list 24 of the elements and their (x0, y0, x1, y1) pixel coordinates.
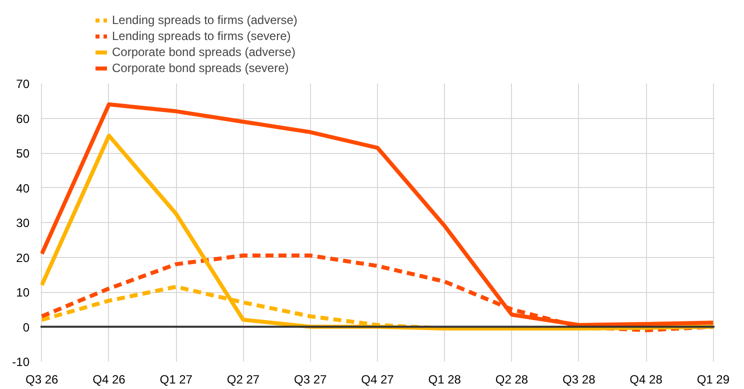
y-tick-label: 70 (16, 77, 30, 91)
legend-label: Corporate bond spreads (severe) (112, 61, 289, 75)
x-tick-label: Q2 27 (226, 372, 260, 386)
legend-label: Lending spreads to firms (severe) (112, 29, 291, 43)
x-tick-label: Q1 28 (428, 372, 462, 386)
y-tick-label: 10 (16, 286, 30, 300)
y-tick-label: 50 (16, 146, 30, 160)
x-tick-label: Q2 28 (495, 372, 528, 386)
y-tick-label: -10 (12, 355, 30, 369)
x-tick-label: Q3 28 (562, 372, 596, 386)
legend-label: Corporate bond spreads (adverse) (112, 45, 296, 59)
y-tick-label: 60 (16, 112, 30, 126)
x-tick-label: Q1 29 (696, 372, 730, 386)
x-tick-label: Q1 27 (160, 372, 193, 386)
x-tick-label: Q3 27 (294, 372, 328, 386)
y-tick-label: 0 (22, 320, 30, 334)
x-tick-label: Q4 28 (630, 372, 663, 386)
legend-label: Lending spreads to firms (adverse) (112, 13, 298, 27)
y-tick-label: 20 (16, 250, 30, 265)
x-tick-label: Q4 26 (92, 372, 126, 386)
y-tick-label: 30 (16, 216, 30, 230)
x-tick-label: Q3 26 (26, 372, 59, 386)
y-tick-label: 40 (16, 181, 30, 196)
x-tick-label: Q4 27 (361, 372, 394, 386)
